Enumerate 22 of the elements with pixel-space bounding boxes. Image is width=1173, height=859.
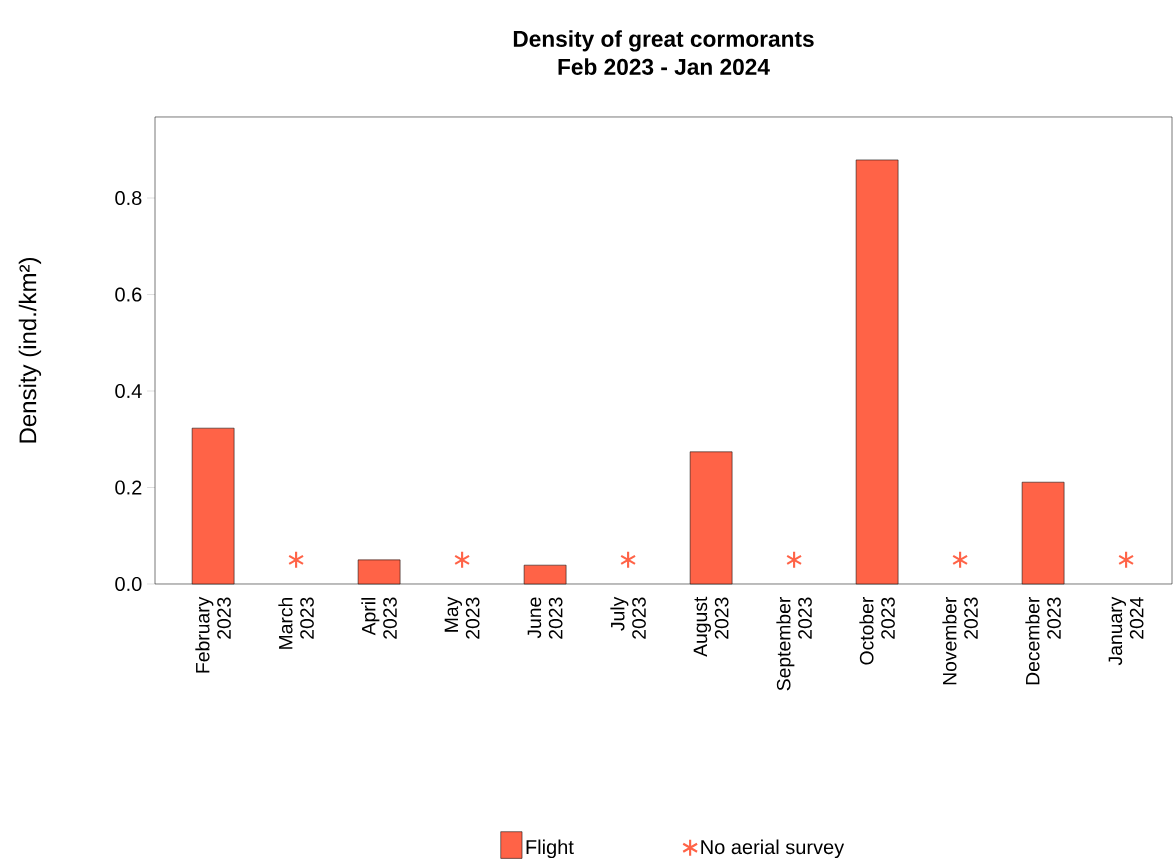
x-tick-label: October 2023 <box>859 597 895 665</box>
x-tick-label: February 2023 <box>195 596 231 673</box>
x-tick-label: May 2023 <box>444 596 480 639</box>
chart-title: Density of great cormorants <box>513 30 814 52</box>
x-tick-label: April 2023 <box>361 597 397 639</box>
y-axis-title: Density (ind./km²) <box>18 258 42 443</box>
y-tick-label: 0.4 <box>115 383 142 399</box>
x-tick-label: September 2023 <box>776 597 812 691</box>
y-tick-label: 0.8 <box>115 190 142 206</box>
legend-label: No aerial survey <box>701 839 845 859</box>
y-tick-label: 0.0 <box>115 576 142 592</box>
y-tick-label: 0.2 <box>115 480 142 495</box>
x-tick-label: November 2023 <box>942 597 978 685</box>
y-tick-label: 0.6 <box>115 287 142 302</box>
chart-subtitle: Feb 2023 - Jan 2024 <box>558 58 770 75</box>
legend-label: Flight <box>526 839 574 859</box>
x-tick-label: June 2023 <box>527 597 563 639</box>
x-tick-label: July 2023 <box>610 596 646 639</box>
x-tick-label: January 2024 <box>1108 596 1144 666</box>
x-tick-label: August 2023 <box>693 596 729 657</box>
x-tick-label: December 2023 <box>1025 597 1061 685</box>
x-tick-label: March 2023 <box>278 597 314 649</box>
